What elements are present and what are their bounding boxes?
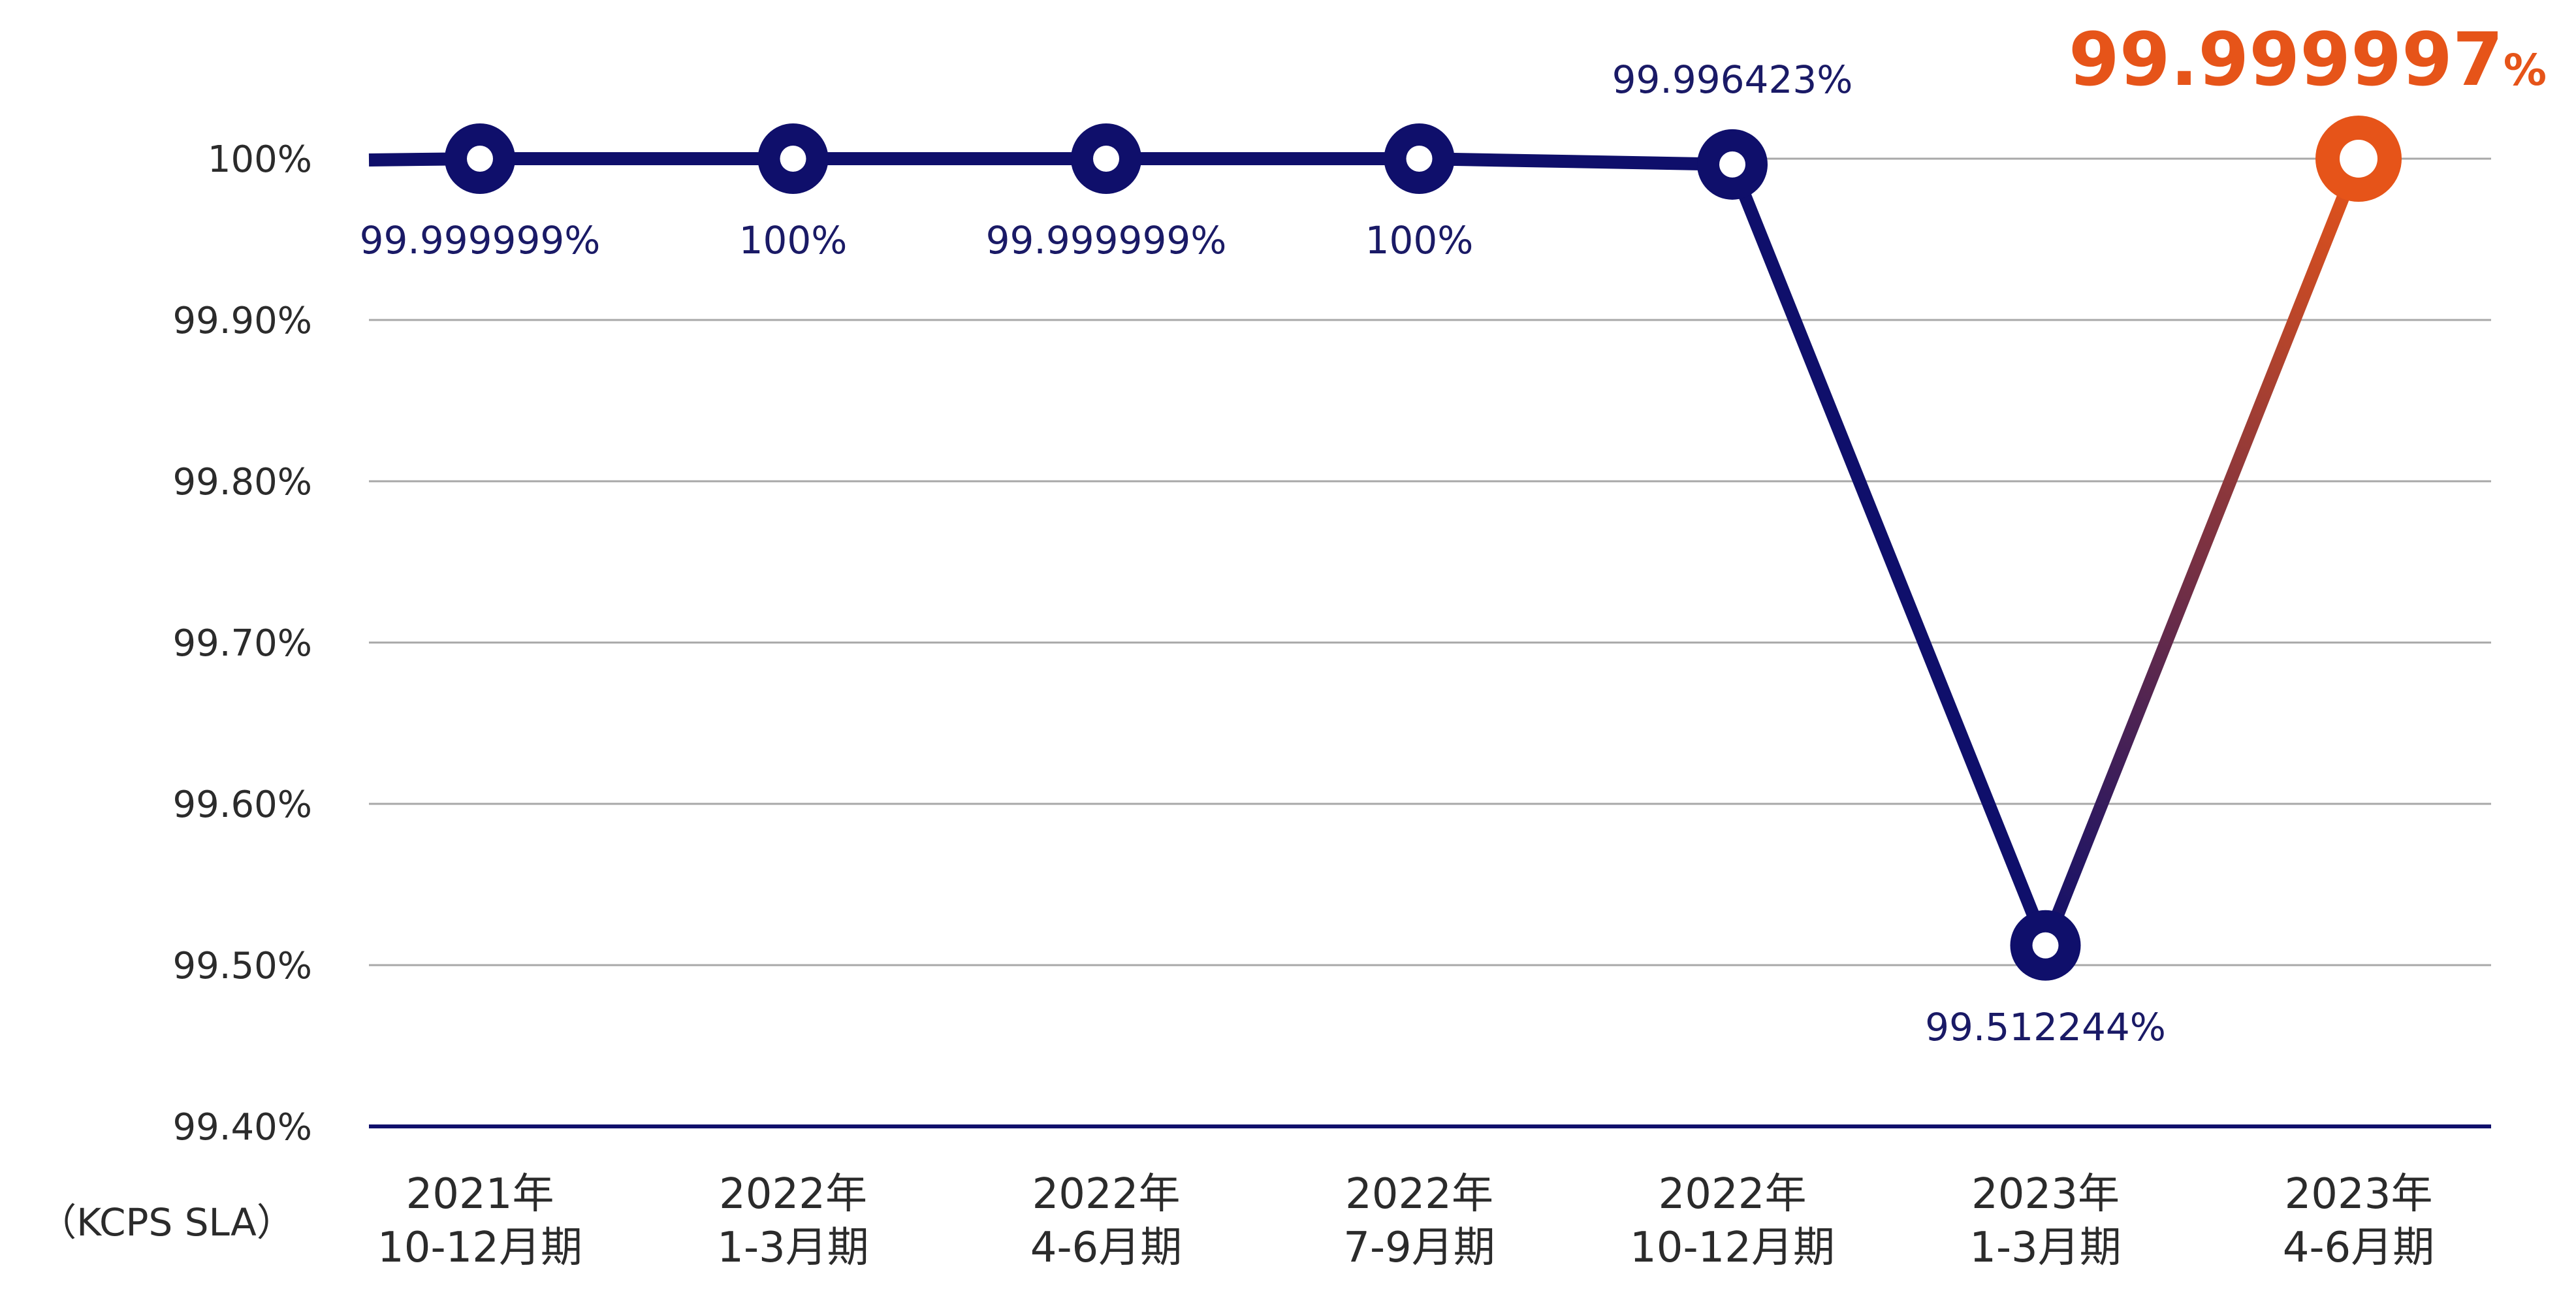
- x-tick-label-period: 4-6月期: [1030, 1224, 1183, 1272]
- y-tick-label: 100%: [208, 138, 312, 181]
- x-tick-label-period: 7-9月期: [1343, 1224, 1495, 1272]
- series-line-path: [368, 152, 2052, 948]
- series-line-highlight-segment: [2039, 152, 2365, 952]
- x-tick-label-year: 2022年: [719, 1170, 867, 1218]
- highlight-value-label: 99.999997%: [2069, 18, 2547, 103]
- x-tick-label-period: 1-3月期: [1969, 1224, 2122, 1272]
- highlight-unit: %: [2504, 45, 2547, 95]
- x-tick-label-year: 2022年: [1345, 1170, 1493, 1218]
- data-label: 99.999999%: [360, 218, 601, 263]
- data-point-marker-center: [1093, 146, 1119, 172]
- x-tick-label-year: 2022年: [1659, 1170, 1807, 1218]
- y-tick-label: 99.60%: [172, 784, 312, 826]
- data-point-marker-center: [1719, 151, 1745, 178]
- data-point-marker-center: [2032, 932, 2059, 959]
- y-tick-label: 99.90%: [172, 300, 312, 342]
- corner-label: （KCPS SLA）: [39, 1200, 294, 1245]
- x-tick-label-year: 2023年: [2285, 1170, 2433, 1218]
- x-tick-label-year: 2023年: [1971, 1170, 2120, 1218]
- y-tick-label: 99.40%: [172, 1106, 312, 1149]
- data-label: 100%: [1365, 218, 1474, 263]
- y-tick-label: 99.50%: [172, 945, 312, 987]
- series-line: [368, 152, 2365, 952]
- data-label: 100%: [739, 218, 848, 263]
- data-labels: 99.999999% 100% 99.999999% 100% 99.996423% 99…: [360, 56, 2166, 1049]
- data-point-marker-center: [467, 146, 493, 172]
- x-tick-label-period: 4-6月期: [2283, 1224, 2435, 1272]
- x-tick-label-period: 1-3月期: [717, 1224, 869, 1272]
- data-label: 99.996423%: [1612, 57, 1853, 102]
- y-tick-label: 99.80%: [172, 461, 312, 503]
- data-point-marker-center: [780, 146, 806, 172]
- x-axis-tick-labels: 2021年 10-12月期 2022年 1-3月期 2022年 4-6月期 2022年 7-9…: [377, 1170, 2434, 1272]
- x-tick-label-period: 10-12月期: [1630, 1224, 1835, 1272]
- data-point-marker-center: [2340, 140, 2377, 178]
- data-point-markers: [445, 116, 2402, 981]
- data-label: 99.512244%: [1925, 1005, 2166, 1049]
- y-tick-label: 99.70%: [172, 622, 312, 665]
- data-point-marker-center: [1406, 146, 1433, 172]
- x-tick-label-year: 2021年: [406, 1170, 554, 1218]
- x-tick-label-period: 10-12月期: [377, 1224, 582, 1272]
- x-tick-label-year: 2022年: [1032, 1170, 1181, 1218]
- grid-lines: [369, 157, 2491, 1128]
- highlight-number: 99.999997: [2069, 18, 2504, 103]
- y-axis-tick-labels: 100% 99.90% 99.80% 99.70% 99.60% 99.50% 99.40%: [172, 138, 312, 1149]
- data-label: 99.999999%: [986, 218, 1227, 263]
- data-label-background: [1595, 56, 1863, 106]
